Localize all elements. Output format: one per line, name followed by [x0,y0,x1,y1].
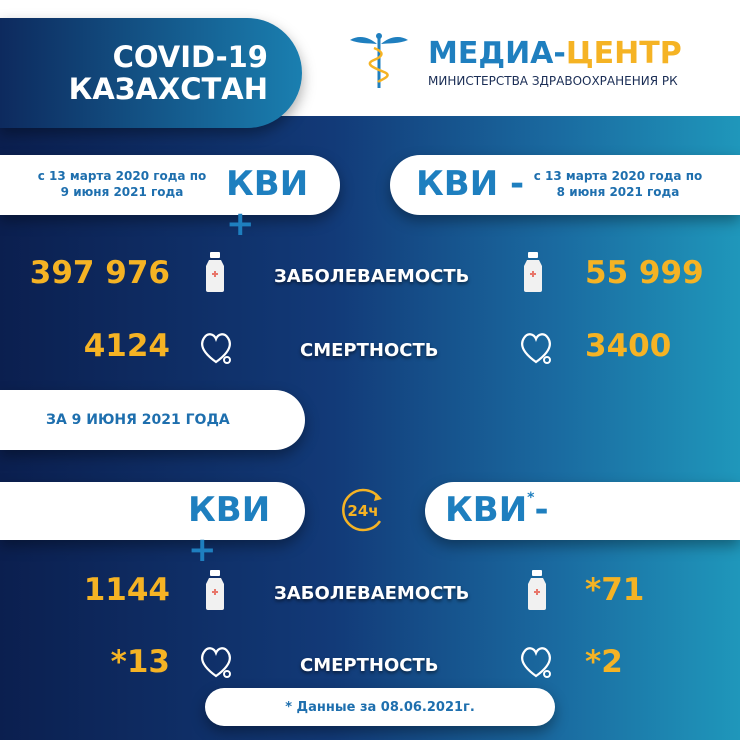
kvi-plus-label: КВИ + [226,164,309,244]
deaths-label: СМЕРТНОСТЬ [300,340,439,361]
heart-icon [521,647,552,679]
daily-date-label: ЗА 9 ИЮНЯ 2021 ГОДА [46,412,230,428]
title-line2: КАЗАХСТАН [68,72,268,106]
brand-part1: МЕДИА- [428,36,566,71]
daily-positive-cases: 1144 [83,572,170,608]
cumulative-positive-pill: с 13 марта 2020 года по 9 июня 2021 года … [0,155,340,244]
title-badge: COVID-19 КАЗАХСТАН [0,18,302,128]
kvi-plus-label: КВИ + [188,490,271,570]
brand-subtitle: МИНИСТЕРСТВА ЗДРАВООХРАНЕНИЯ РК [428,74,678,88]
cumulative-positive-deaths: 4124 [83,328,170,364]
brand-part2: ЦЕНТР [565,36,682,71]
daily-positive-pill: КВИ + [0,482,305,570]
cumulative-positive-cases: 397 976 [29,255,170,291]
kvi-minus-label: КВИ - [416,164,525,204]
caduceus-icon [350,33,408,88]
title-line1: COVID-19 [112,40,268,74]
cases-label: ЗАБОЛЕВАЕМОСТЬ [274,266,470,287]
cumulative-negative-cases: 55 999 [585,255,704,291]
deaths-label: СМЕРТНОСТЬ [300,655,439,676]
cumulative-negative-deaths: 3400 [585,328,672,364]
medicine-bottle-icon [206,252,224,292]
daily-date-pill: ЗА 9 ИЮНЯ 2021 ГОДА [0,390,305,450]
period-line2: 8 июня 2021 года [556,185,680,199]
clock-label: 24ч [347,502,378,520]
period-line1: с 13 марта 2020 года по [37,169,207,183]
brand-name: МЕДИА-ЦЕНТР [428,36,682,71]
daily-negative-deaths: *2 [585,644,623,680]
heart-icon [521,333,552,365]
daily-positive-deaths: *13 [110,644,170,680]
medicine-bottle-icon [528,570,546,610]
heart-icon [201,647,232,679]
period-line2: 9 июня 2021 года [60,185,184,199]
footnote-text: * Данные за 08.06.2021г. [285,699,475,715]
medicine-bottle-icon [524,252,542,292]
heart-icon [201,333,232,365]
medicine-bottle-icon [206,570,224,610]
daily-negative-pill: КВИ*- [425,482,740,540]
cases-label: ЗАБОЛЕВАЕМОСТЬ [274,583,470,604]
footnote-pill: * Данные за 08.06.2021г. [205,688,555,726]
24-hours-icon: 24ч [342,488,382,532]
period-line1: с 13 марта 2020 года по [533,169,703,183]
kvi-minus-sign: - [534,490,549,530]
kvi-label: КВИ [445,490,528,530]
cumulative-negative-pill: КВИ - с 13 марта 2020 года по 8 июня 2021… [390,155,740,215]
asterisk: * [527,490,535,506]
daily-negative-cases: *71 [585,572,645,608]
